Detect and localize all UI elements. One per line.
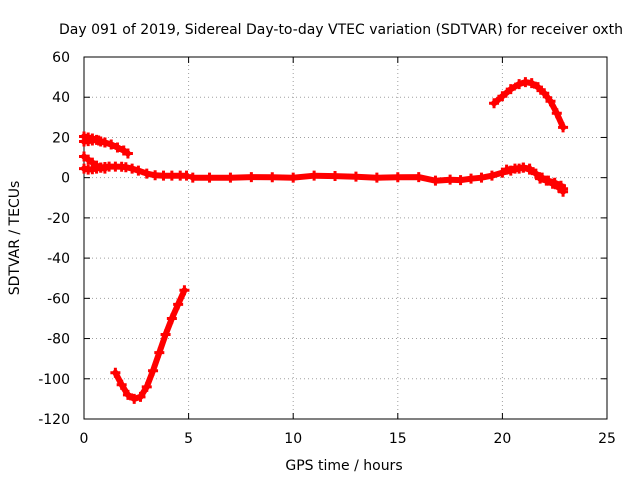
data-point [350, 171, 361, 182]
data-point [371, 172, 382, 183]
data-point [166, 313, 177, 324]
data-point [122, 389, 133, 400]
data-point [110, 367, 121, 378]
data-point [106, 139, 117, 150]
data-point [148, 365, 159, 376]
data-point [413, 172, 424, 183]
data-point [99, 137, 110, 148]
data-point [166, 170, 177, 181]
series-layer [79, 77, 569, 404]
data-point [133, 165, 144, 176]
x-tick-label: 25 [598, 431, 616, 447]
x-tick-label: 20 [493, 431, 511, 447]
y-tick-label: -40 [47, 251, 70, 267]
data-point [466, 173, 477, 184]
data-point [445, 174, 456, 185]
y-tick-label: 40 [52, 90, 70, 106]
y-tick-label: 0 [61, 171, 70, 187]
grid-layer [84, 57, 607, 419]
data-point [526, 78, 537, 89]
y-axis-label: SDTVAR / TECUs [7, 181, 23, 296]
y-tick-label: -100 [38, 372, 70, 388]
plot-frame [83, 56, 608, 420]
data-point [518, 162, 529, 173]
data-point [524, 164, 535, 175]
data-point [154, 347, 165, 358]
data-point [455, 175, 466, 186]
data-point [158, 170, 169, 181]
x-axis-label: GPS time / hours [285, 458, 402, 474]
data-point [160, 329, 171, 340]
data-point [509, 163, 520, 174]
data-point [122, 148, 133, 159]
data-point [547, 178, 558, 189]
data-point [530, 168, 541, 179]
data-point [532, 82, 543, 93]
data-point [116, 379, 127, 390]
data-point [141, 381, 152, 392]
data-point [558, 122, 569, 133]
data-point [486, 170, 497, 181]
data-point [127, 163, 138, 174]
data-point [141, 168, 152, 179]
data-point [541, 175, 552, 186]
data-point [505, 84, 516, 95]
data-point [179, 285, 190, 296]
ticks-layer: 0 5 10 15 20 25 -120 -100 -80 -60 -40 -20 0 20 40 60 [38, 50, 616, 447]
data-point [173, 299, 184, 310]
data-point [330, 171, 341, 182]
y-tick-label: -80 [47, 332, 70, 348]
data-point [392, 172, 403, 183]
data-point [309, 170, 320, 181]
y-tick-label: 20 [52, 130, 70, 146]
data-point [501, 164, 512, 175]
data-point [430, 175, 441, 186]
x-tick-label: 10 [284, 431, 302, 447]
data-point [246, 172, 257, 183]
data-point [181, 170, 192, 181]
x-tick-label: 0 [80, 431, 89, 447]
data-point [545, 96, 556, 107]
data-point [225, 172, 236, 183]
y-tick-label: -60 [47, 291, 70, 307]
x-tick-label: 15 [389, 431, 407, 447]
data-point [558, 186, 569, 197]
chart-title: Day 091 of 2019, Sidereal Day-to-day VTE… [59, 22, 623, 38]
data-point [99, 163, 110, 174]
y-tick-label: -20 [47, 211, 70, 227]
data-point [187, 172, 198, 183]
data-point [267, 172, 278, 183]
data-point [204, 172, 215, 183]
data-point [497, 91, 508, 102]
y-tick-label: 60 [52, 50, 70, 66]
y-tick-label: -120 [38, 412, 70, 428]
data-point [150, 170, 161, 181]
data-point [535, 173, 546, 184]
data-point [135, 391, 146, 402]
data-point [551, 108, 562, 119]
data-point [112, 142, 123, 153]
x-tick-label: 5 [184, 431, 193, 447]
data-point [476, 172, 487, 183]
data-point [288, 172, 299, 183]
data-point [514, 79, 525, 90]
data-point [129, 393, 140, 404]
data-point [489, 98, 500, 109]
data-point [539, 88, 550, 99]
